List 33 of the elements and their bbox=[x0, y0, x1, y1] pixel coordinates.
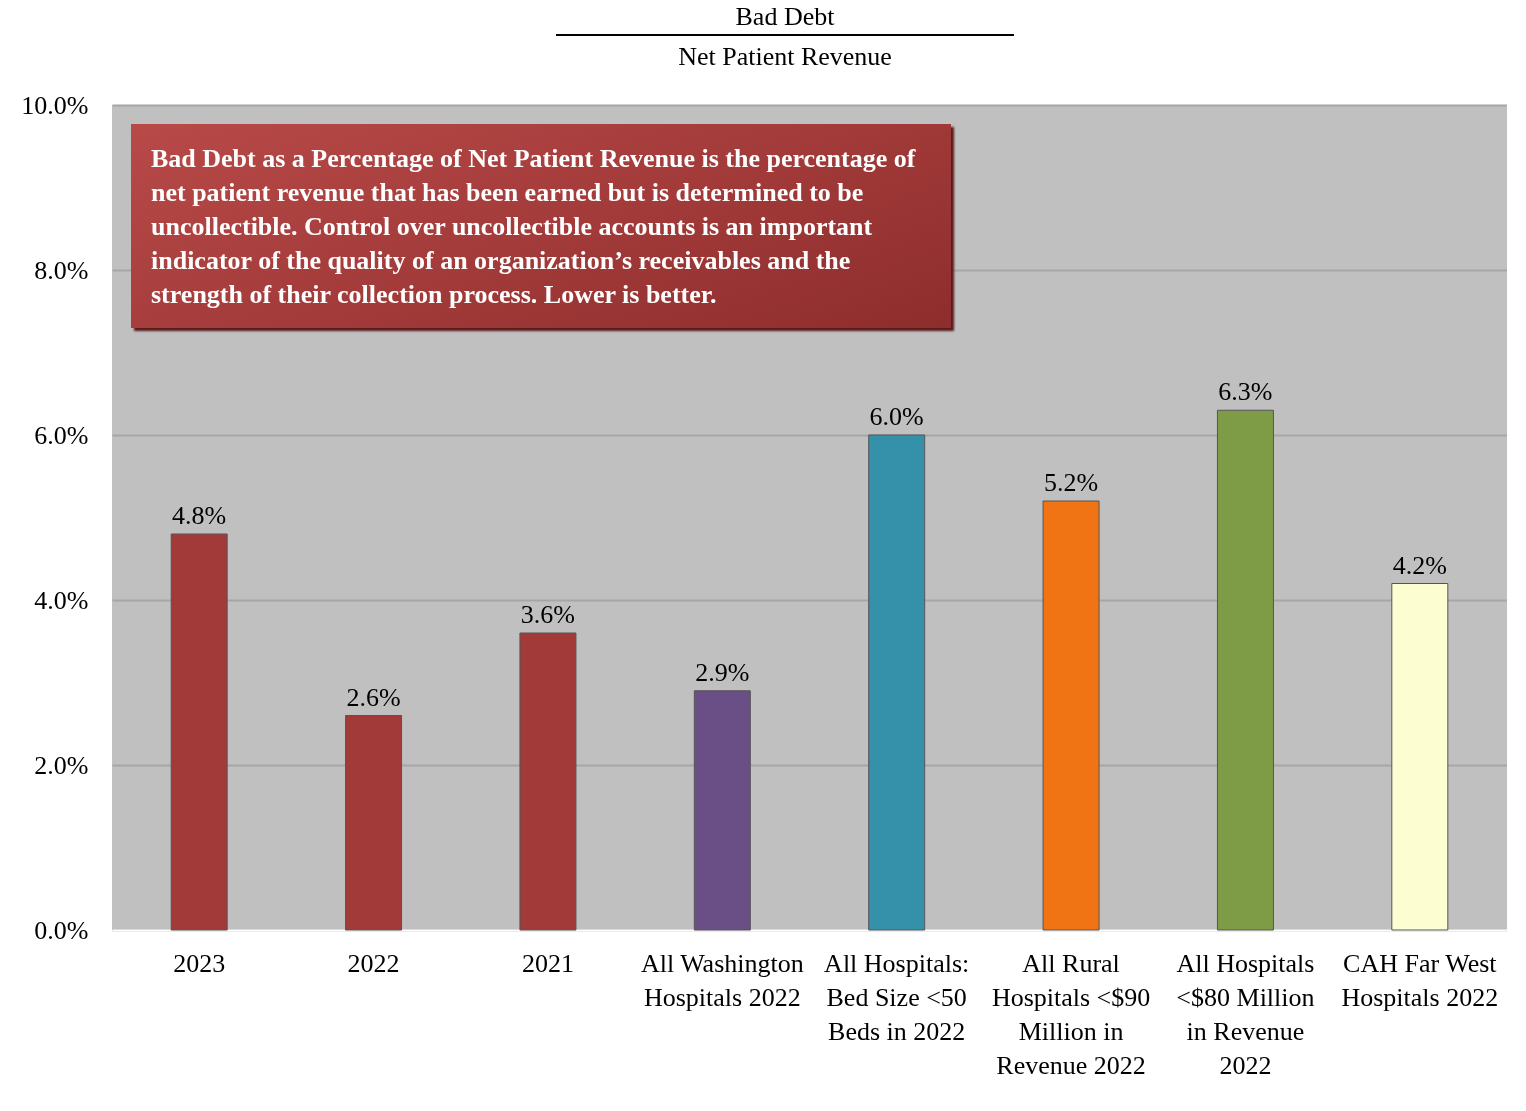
x-tick-label: All Rural Hospitals <$90 Million in Revenue 2022 bbox=[991, 948, 1151, 1080]
data-label: 4.8% bbox=[172, 501, 227, 530]
y-tick-label: 6.0% bbox=[34, 420, 89, 450]
x-tick-label: All Hospitals: Bed Size <50 Beds in 2022 bbox=[824, 948, 970, 1046]
x-tick-label: 2023 bbox=[173, 948, 226, 978]
chart-subtitle: Net Patient Revenue bbox=[677, 41, 893, 72]
bar bbox=[868, 434, 926, 931]
bar bbox=[170, 533, 228, 931]
y-tick-label: 10.0% bbox=[21, 90, 89, 120]
bar bbox=[1042, 500, 1100, 931]
bar bbox=[693, 690, 751, 931]
data-label: 6.0% bbox=[869, 402, 924, 431]
y-tick-label: 8.0% bbox=[34, 255, 89, 285]
bar bbox=[1216, 409, 1274, 931]
bar bbox=[1391, 583, 1449, 931]
data-label: 2.9% bbox=[695, 657, 750, 687]
data-label: 5.2% bbox=[1043, 468, 1099, 497]
data-label: 3.6% bbox=[520, 600, 576, 629]
x-tick-label: 2022 bbox=[347, 948, 400, 978]
annotation: Bad Debt as a Percentage of Net Patient Revenue is the percentage of net patient revenue that has been earned but is determined to be uncollectible. Control over uncollectible accounts is an important indicator of the quality of an organization’s receivables and the strength of their collection process. Lower is better. bbox=[131, 124, 951, 328]
x-tick-label: 2021 bbox=[521, 948, 574, 978]
bar bbox=[519, 632, 577, 931]
x-tick-label: All Hospitals <$80 Million in Revenue 2022 bbox=[1176, 948, 1315, 1080]
y-tick-label: 0.0% bbox=[34, 915, 89, 945]
data-label: 2.6% bbox=[346, 682, 401, 712]
bar bbox=[345, 715, 403, 931]
data-label: 6.3% bbox=[1218, 377, 1273, 407]
data-label: 4.2% bbox=[1392, 550, 1447, 580]
x-tick-label: CAH Far West Hospitals 2022 bbox=[1341, 948, 1499, 1012]
x-tick-label: All Washington Hospitals 2022 bbox=[640, 948, 804, 1012]
y-tick-label: 4.0% bbox=[34, 585, 89, 615]
y-tick-label: 2.0% bbox=[34, 750, 89, 780]
chart-title: Bad Debt bbox=[556, 2, 1014, 36]
